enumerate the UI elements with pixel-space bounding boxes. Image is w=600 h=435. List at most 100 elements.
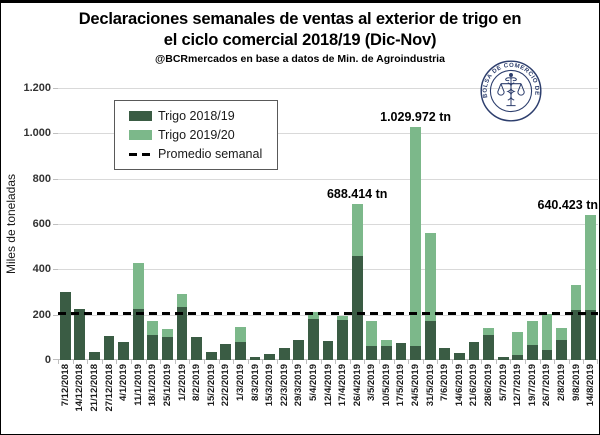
grid-line-400 xyxy=(58,269,598,271)
bar-segment-trigo-2019-20 xyxy=(351,203,363,256)
bar-segment-trigo-2018-19 xyxy=(410,346,421,360)
x-tick-label: 5/7/2019 xyxy=(497,364,509,401)
x-tick-label: 11/1/2019 xyxy=(132,364,144,406)
bar-segment-trigo-2019-20 xyxy=(176,294,188,307)
bar-segment-trigo-2018-19 xyxy=(74,309,86,360)
bar-segment-trigo-2018-19 xyxy=(191,337,203,360)
bar-segment-trigo-2018-19 xyxy=(249,356,261,360)
average-line xyxy=(58,312,598,316)
x-tick-mark xyxy=(466,360,468,364)
x-tick-mark xyxy=(364,360,366,364)
x-tick-mark xyxy=(130,360,132,364)
x-tick-label: 4/1/2019 xyxy=(118,364,130,401)
annotation-640-423-tn: 640.423 tn xyxy=(537,197,598,212)
x-tick-mark xyxy=(58,360,59,364)
grid-line-800 xyxy=(58,178,598,180)
bar-segment-trigo-2019-20 xyxy=(483,328,494,336)
x-tick-label: 8/2/2019 xyxy=(191,364,203,401)
bar-segment-trigo-2018-19 xyxy=(351,255,363,360)
plot-area: 688.414 tn 1.029.972 tn 640.423 tn xyxy=(53,88,598,364)
bar-segment-trigo-2018-19 xyxy=(147,335,159,360)
y-tick-mark xyxy=(53,133,58,135)
x-tick-label: 14/8/2019 xyxy=(585,364,597,407)
bar-segment-trigo-2019-20 xyxy=(132,262,144,309)
x-tick-mark xyxy=(233,360,235,364)
annotation-1-029-972-tn: 1.029.972 tn xyxy=(380,109,452,124)
y-tick-label: 1.200 xyxy=(23,82,51,94)
x-tick-label: 14/6/2019 xyxy=(453,364,465,407)
bar-segment-trigo-2019-20 xyxy=(410,126,421,347)
bar-segment-trigo-2019-20 xyxy=(526,321,538,346)
x-tick-mark xyxy=(145,360,147,364)
bar-segment-trigo-2019-20 xyxy=(337,315,348,321)
x-tick-label: 25/1/2019 xyxy=(161,364,173,407)
y-tick-label: 600 xyxy=(32,218,51,230)
bar-segment-trigo-2018-19 xyxy=(526,345,538,360)
bar-segment-trigo-2019-20 xyxy=(541,313,553,350)
bar-segment-trigo-2019-20 xyxy=(512,331,524,356)
x-tick-label: 21/6/2019 xyxy=(468,364,480,407)
x-tick-label: 26/7/2019 xyxy=(541,364,553,407)
bar-segment-trigo-2019-20 xyxy=(308,312,319,320)
legend-label-2019-20: Trigo 2019/20 xyxy=(158,128,235,142)
x-tick-mark xyxy=(554,360,556,364)
x-tick-mark xyxy=(203,360,205,364)
x-tick-label: 31/5/2019 xyxy=(424,364,436,407)
x-tick-label: 27/12/2018 xyxy=(103,364,115,412)
bcr-logo: BOLSA DE COMERCIO DE ROSARIO xyxy=(479,59,542,122)
bar-segment-trigo-2019-20 xyxy=(235,327,246,342)
bar-segment-trigo-2018-19 xyxy=(337,320,348,360)
x-tick-label: 7/12/2018 xyxy=(59,364,71,407)
bar-segment-trigo-2018-19 xyxy=(556,339,567,360)
bar-segment-trigo-2019-20 xyxy=(162,329,173,338)
legend-item-promedio: Promedio semanal xyxy=(129,147,277,161)
x-tick-label: 3/5/2019 xyxy=(366,364,378,401)
x-tick-mark xyxy=(597,360,598,364)
bar-segment-trigo-2019-20 xyxy=(380,339,392,347)
bar-segment-trigo-2018-19 xyxy=(308,319,319,360)
grid-line-600 xyxy=(58,224,598,225)
x-tick-label: 1/3/2019 xyxy=(234,364,246,401)
bar-segment-trigo-2018-19 xyxy=(483,335,494,360)
bar-segment-trigo-2019-20 xyxy=(424,233,436,322)
x-tick-label: 8/3/2019 xyxy=(249,364,261,401)
x-tick-mark xyxy=(218,360,220,364)
x-tick-mark xyxy=(262,360,264,364)
bar-segment-trigo-2018-19 xyxy=(512,355,524,360)
x-tick-mark xyxy=(160,360,162,364)
bar-segment-trigo-2018-19 xyxy=(103,336,115,360)
x-tick-label: 19/7/2019 xyxy=(526,364,538,407)
x-tick-label: 14/12/2018 xyxy=(74,364,86,412)
chart-title-line2: el ciclo comercial 2018/19 (Dic-Nov) xyxy=(163,31,437,50)
bar-segment-trigo-2019-20 xyxy=(585,214,597,311)
bar-segment-trigo-2018-19 xyxy=(453,353,465,360)
bar-segment-trigo-2018-19 xyxy=(541,349,553,360)
bar-segment-trigo-2018-19 xyxy=(322,340,334,360)
bar-segment-trigo-2018-19 xyxy=(235,341,246,360)
x-tick-label: 22/3/2019 xyxy=(278,364,290,407)
y-tick-mark xyxy=(53,314,58,316)
x-tick-mark xyxy=(87,360,89,364)
caduceus-scales-icon xyxy=(497,73,525,107)
x-tick-mark xyxy=(510,360,512,364)
x-tick-mark xyxy=(349,360,351,364)
x-tick-label: 28/6/2019 xyxy=(483,364,495,407)
bar-segment-trigo-2018-19 xyxy=(468,341,480,360)
x-tick-label: 5/4/2019 xyxy=(307,364,319,401)
legend-swatch-2019-20 xyxy=(129,130,152,140)
x-tick-mark xyxy=(306,360,308,364)
bar-segment-trigo-2018-19 xyxy=(439,347,451,360)
x-tick-label: 17/5/2019 xyxy=(395,364,407,407)
legend-item-trigo-2019-20: Trigo 2019/20 xyxy=(129,128,277,142)
x-tick-label: 15/3/2019 xyxy=(264,364,276,407)
y-tick-mark xyxy=(53,88,58,89)
x-tick-label: 9/8/2019 xyxy=(570,364,582,401)
x-tick-mark xyxy=(408,360,410,364)
x-tick-mark xyxy=(379,360,381,364)
x-tick-mark xyxy=(539,360,541,364)
x-tick-mark xyxy=(393,360,395,364)
y-tick-mark xyxy=(53,359,58,360)
bar-segment-trigo-2018-19 xyxy=(59,292,71,360)
x-tick-mark xyxy=(495,360,497,364)
x-tick-label: 10/5/2019 xyxy=(380,364,392,407)
